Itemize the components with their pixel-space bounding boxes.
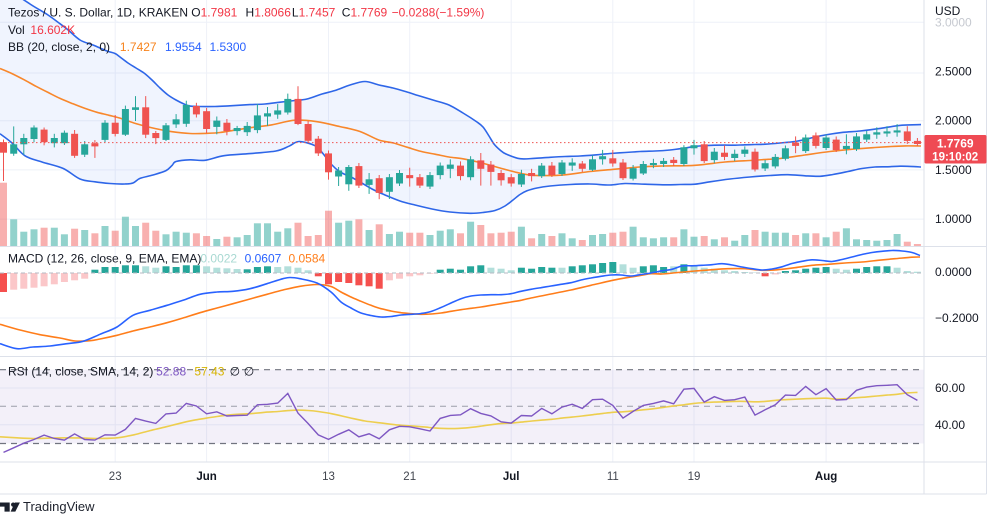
svg-text:16.602K: 16.602K — [30, 23, 75, 37]
svg-text:(−1.59%): (−1.59%) — [435, 6, 484, 20]
svg-text:13: 13 — [322, 471, 335, 483]
svg-text:2.0000: 2.0000 — [935, 114, 972, 128]
svg-text:1.7981: 1.7981 — [201, 6, 238, 20]
svg-text:60.00: 60.00 — [935, 381, 965, 395]
svg-text:1.8066: 1.8066 — [254, 6, 291, 20]
svg-text:2.5000: 2.5000 — [935, 65, 972, 79]
svg-text:RSI (14, close, SMA, 14, 2): RSI (14, close, SMA, 14, 2) — [8, 364, 153, 378]
svg-text:1.0000: 1.0000 — [935, 212, 972, 226]
svg-text:C: C — [342, 6, 351, 20]
svg-text:Tezos / U. S. Dollar, 1D, KRAK: Tezos / U. S. Dollar, 1D, KRAKEN — [8, 6, 188, 20]
svg-text:O: O — [191, 6, 200, 20]
svg-text:−0.0288: −0.0288 — [392, 6, 436, 20]
svg-text:0.0607: 0.0607 — [245, 252, 282, 266]
svg-text:1.5000: 1.5000 — [935, 163, 972, 177]
svg-text:21: 21 — [403, 471, 416, 483]
svg-text:1.9554: 1.9554 — [165, 40, 202, 54]
svg-text:1.5300: 1.5300 — [210, 40, 247, 54]
svg-text:Jul: Jul — [503, 471, 520, 483]
svg-text:1.7427: 1.7427 — [120, 40, 157, 54]
svg-text:Aug: Aug — [815, 471, 837, 483]
svg-text:23: 23 — [109, 471, 122, 483]
svg-text:H: H — [246, 6, 255, 20]
svg-text:3.0000: 3.0000 — [935, 15, 972, 29]
svg-text:40.00: 40.00 — [935, 418, 965, 432]
svg-text:19: 19 — [688, 471, 701, 483]
svg-text:52.88: 52.88 — [156, 364, 186, 378]
svg-text:11: 11 — [607, 471, 619, 483]
svg-text:0.0000: 0.0000 — [935, 265, 972, 279]
svg-text:USD: USD — [935, 4, 961, 18]
svg-text:∅: ∅ — [244, 364, 254, 378]
svg-text:BB (20, close, 2, 0): BB (20, close, 2, 0) — [8, 40, 110, 54]
svg-text:0.0584: 0.0584 — [289, 252, 326, 266]
svg-text:TradingView: TradingView — [23, 499, 95, 514]
svg-text:1.7769: 1.7769 — [351, 6, 388, 20]
svg-text:0.0022: 0.0022 — [200, 252, 237, 266]
svg-text:1.7769: 1.7769 — [937, 137, 974, 151]
svg-text:Jun: Jun — [196, 471, 216, 483]
svg-text:∅: ∅ — [230, 364, 240, 378]
svg-text:MACD (12, 26, close, 9, EMA, E: MACD (12, 26, close, 9, EMA, EMA) — [8, 252, 201, 266]
svg-text:19:10:02: 19:10:02 — [932, 152, 978, 164]
svg-text:−0.2000: −0.2000 — [935, 311, 979, 325]
svg-text:Vol: Vol — [8, 23, 25, 37]
svg-text:1.7457: 1.7457 — [299, 6, 336, 20]
svg-text:L: L — [292, 6, 299, 20]
svg-text:57.43: 57.43 — [194, 364, 224, 378]
